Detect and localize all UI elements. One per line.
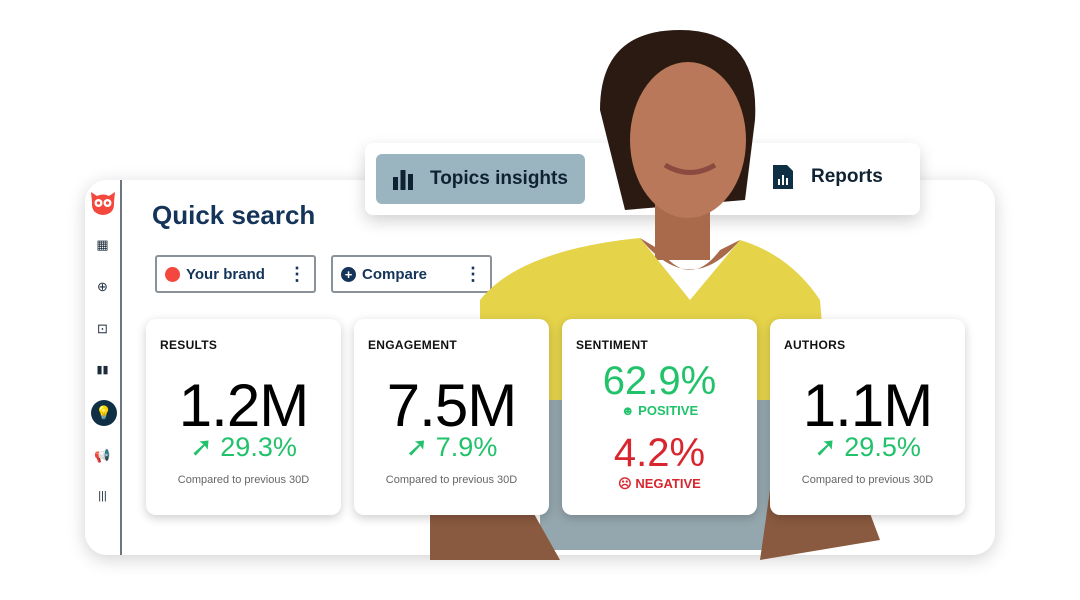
report-file-icon [773,165,793,189]
megaphone-icon[interactable]: 📢 [94,448,111,463]
arrow-up-right-icon: ➚ [814,432,845,462]
inbox-icon[interactable]: ⊡ [97,321,108,336]
results-card[interactable]: RESULTS 1.2M ➚ 29.3% Compared to previou… [146,319,341,515]
card-note: Compared to previous 30D [177,474,310,486]
card-note: Compared to previous 30D [385,474,518,486]
bar-chart-icon[interactable]: ▮▮ [96,364,109,376]
bar-chart-icon [393,170,413,190]
audio-bars-icon[interactable]: ||| [98,490,107,502]
change-value: 29.5% [844,432,921,462]
arrow-up-right-icon: ➚ [405,432,436,462]
label-text: NEGATIVE [635,476,701,491]
plus-circle-icon: + [341,266,356,282]
card-change: ➚ 29.5% [770,432,965,463]
card-change: ➚ 29.3% [146,432,341,463]
authors-card[interactable]: AUTHORS 1.1M ➚ 29.5% Compared to previou… [770,319,965,515]
positive-label: ☻ POSITIVE [562,403,757,418]
filter-label: Compare [362,265,428,283]
tab-label: Topics insights [430,168,568,189]
tab-reports[interactable]: Reports [773,165,883,189]
change-value: 29.3% [220,432,297,462]
card-value: 7.5M [386,372,517,439]
label-text: POSITIVE [638,403,699,418]
happy-face-icon: ☻ [620,403,639,418]
plus-circle-icon[interactable]: ⊕ [97,279,108,294]
compare-filter[interactable]: + Compare ⋮ [331,255,492,293]
card-change: ➚ 7.9% [354,432,549,463]
negative-value: 4.2% [613,431,706,475]
sentiment-card[interactable]: SENTIMENT 62.9% ☻ POSITIVE 4.2% ☹ NEGATI… [562,319,757,515]
page-title: Quick search [152,200,316,230]
card-value: 1.1M [802,372,933,439]
card-label: ENGAGEMENT [368,338,458,352]
filter-label: Your brand [186,265,265,283]
card-label: RESULTS [160,338,218,352]
card-value: 1.2M [178,372,309,439]
tab-topics-insights[interactable]: Topics insights [376,154,585,204]
sad-face-icon: ☹ [618,476,636,491]
owl-logo-icon [91,192,115,215]
your-brand-filter[interactable]: Your brand ⋮ [155,255,316,293]
negative-label: ☹ NEGATIVE [562,476,757,492]
card-label: SENTIMENT [576,338,649,352]
tab-label: Reports [811,166,883,187]
kebab-menu-icon[interactable]: ⋮ [464,264,482,284]
arrow-up-right-icon: ➚ [190,432,221,462]
sidebar: ▦ ⊕ ⊡ ▮▮ 💡 📢 ||| [85,180,122,555]
change-value: 7.9% [435,432,498,462]
card-label: AUTHORS [784,338,846,352]
red-dot-icon [165,266,180,282]
calendar-icon[interactable]: ▦ [96,237,109,252]
engagement-card[interactable]: ENGAGEMENT 7.5M ➚ 7.9% Compared to previ… [354,319,549,515]
kebab-menu-icon[interactable]: ⋮ [288,264,306,284]
positive-value: 62.9% [602,359,717,403]
card-note: Compared to previous 30D [801,474,934,486]
lightbulb-icon[interactable]: 💡 [91,400,117,426]
